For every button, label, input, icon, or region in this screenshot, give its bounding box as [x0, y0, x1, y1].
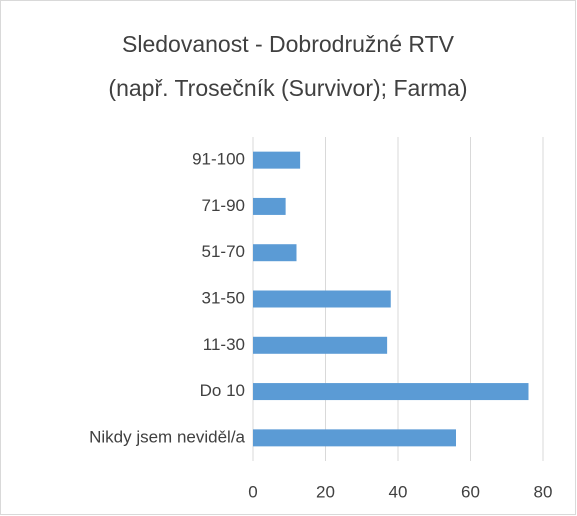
bar: [253, 151, 301, 169]
bar: [253, 290, 391, 308]
x-tick-label: 60: [461, 482, 480, 501]
chart-title: Sledovanost - Dobrodružné RTV: [122, 31, 455, 57]
x-tick-label: 40: [389, 482, 408, 501]
bar: [253, 429, 456, 447]
x-tick-label: 0: [248, 482, 257, 501]
x-tick-label: 20: [316, 482, 335, 501]
bar: [253, 197, 286, 215]
y-tick-label: 51-70: [202, 242, 245, 261]
y-tick-label: Nikdy jsem neviděl/a: [89, 427, 245, 446]
bar: [253, 383, 529, 401]
y-tick-label: 71-90: [202, 196, 245, 215]
y-tick-label: 11-30: [203, 335, 245, 354]
y-tick-label: 31-50: [202, 288, 245, 307]
chart-subtitle: (např. Trosečník (Survivor); Farma): [108, 75, 467, 101]
bar: [253, 336, 388, 354]
bar: [253, 244, 297, 262]
y-tick-label: Do 10: [200, 381, 245, 400]
y-tick-label: 91-100: [192, 150, 245, 169]
x-tick-label: 80: [534, 482, 553, 501]
